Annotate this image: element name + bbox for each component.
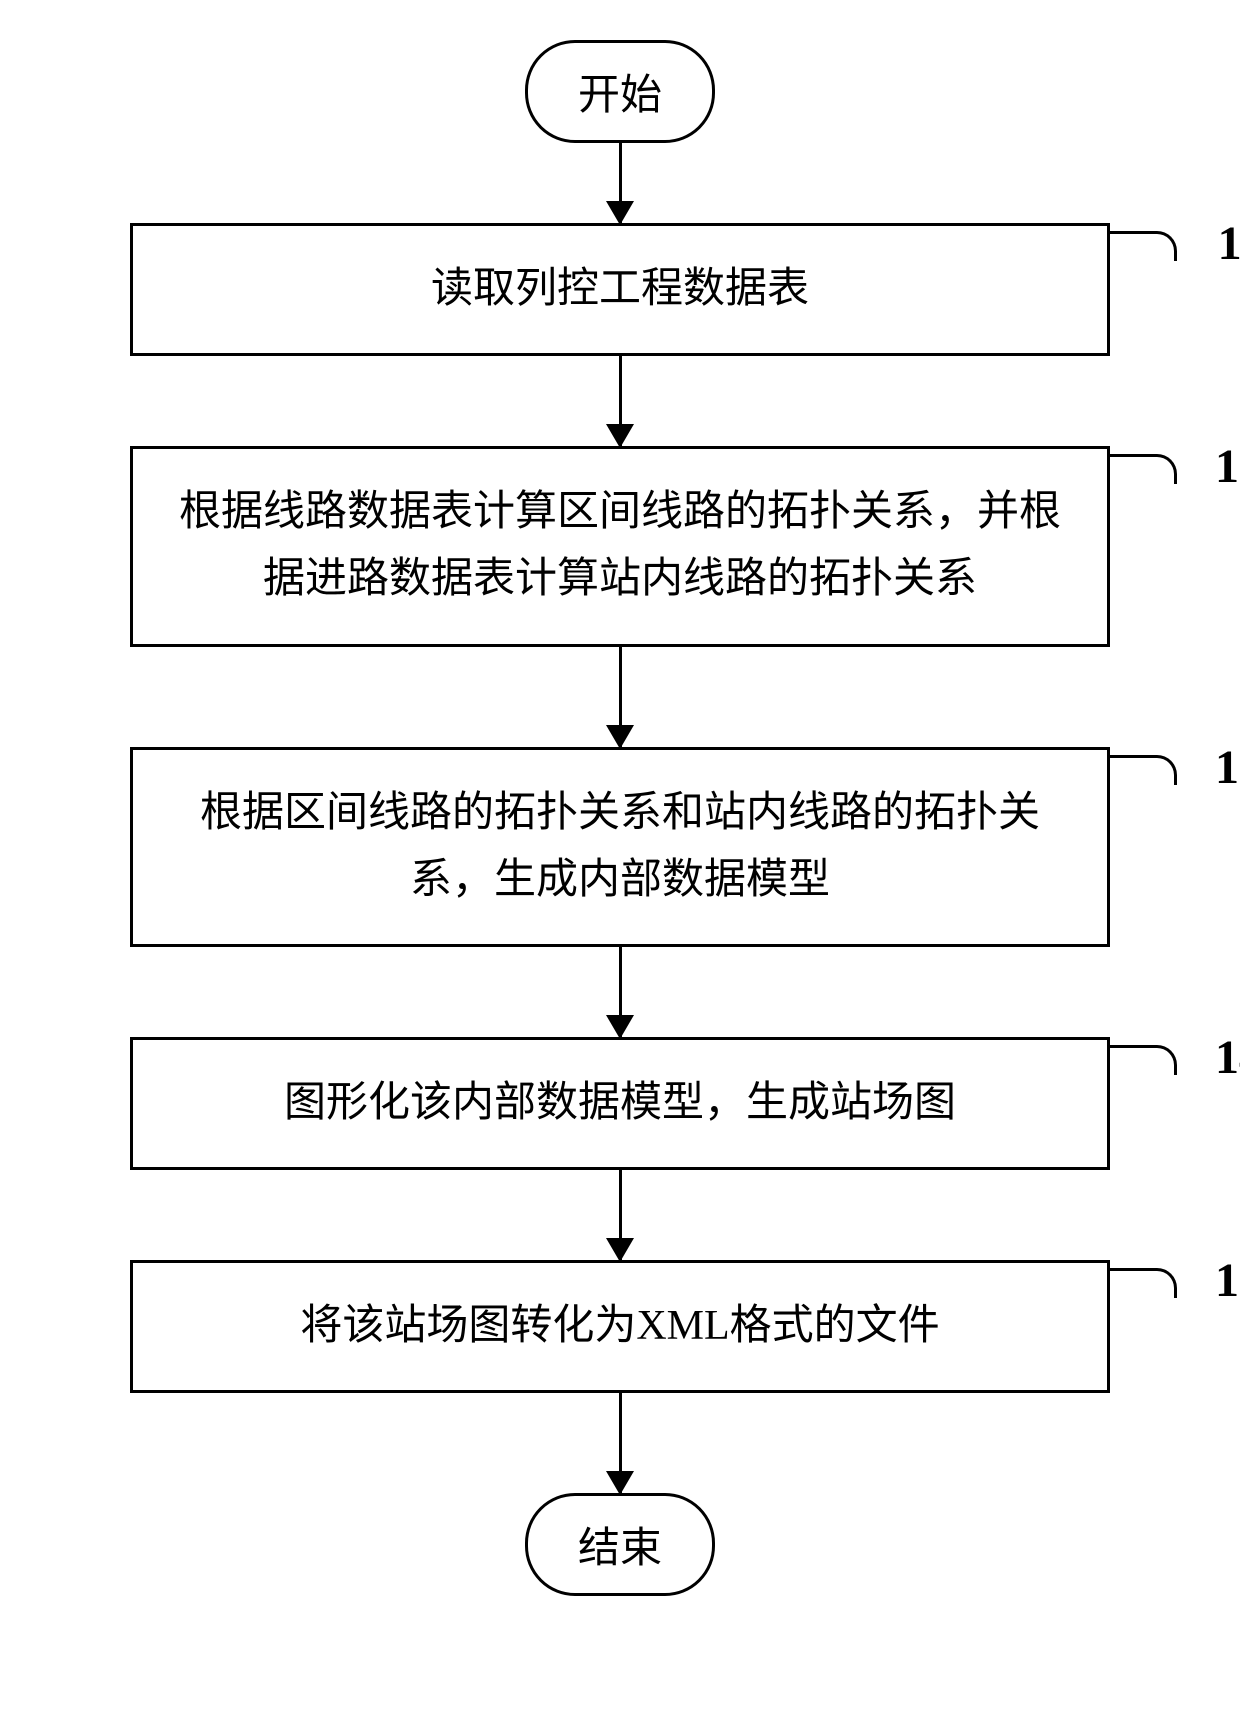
arrow bbox=[619, 947, 622, 1037]
step-label: 120 bbox=[1215, 429, 1240, 506]
process-text: 将该站场图转化为XML格式的文件 bbox=[300, 1303, 939, 1349]
process-text: 根据区间线路的拓扑关系和站内线路的拓扑关系，生成内部数据模型 bbox=[200, 790, 1040, 903]
arrow bbox=[619, 143, 622, 223]
label-connector bbox=[1107, 454, 1177, 484]
start-node: 开始 bbox=[525, 40, 715, 143]
process-140: 图形化该内部数据模型，生成站场图 140 bbox=[130, 1037, 1110, 1170]
arrow bbox=[619, 1393, 622, 1493]
label-connector bbox=[1107, 231, 1177, 261]
step-label: 130 bbox=[1215, 730, 1240, 807]
step-label: 110 bbox=[1218, 206, 1240, 283]
flowchart-container: 开始 读取列控工程数据表 110 根据线路数据表计算区间线路的拓扑关系，并根据进… bbox=[70, 40, 1170, 1596]
process-110: 读取列控工程数据表 110 bbox=[130, 223, 1110, 356]
step-label: 150 bbox=[1215, 1243, 1240, 1320]
process-text: 根据线路数据表计算区间线路的拓扑关系，并根据进路数据表计算站内线路的拓扑关系 bbox=[179, 489, 1061, 602]
end-label: 结束 bbox=[578, 1526, 662, 1572]
start-label: 开始 bbox=[578, 73, 662, 119]
step-label: 140 bbox=[1215, 1020, 1240, 1097]
arrow bbox=[619, 1170, 622, 1260]
process-text: 读取列控工程数据表 bbox=[431, 266, 809, 312]
label-connector bbox=[1107, 1268, 1177, 1298]
arrow bbox=[619, 356, 622, 446]
process-150: 将该站场图转化为XML格式的文件 150 bbox=[130, 1260, 1110, 1393]
end-node: 结束 bbox=[525, 1493, 715, 1596]
process-130: 根据区间线路的拓扑关系和站内线路的拓扑关系，生成内部数据模型 130 bbox=[130, 747, 1110, 947]
label-connector bbox=[1107, 755, 1177, 785]
arrow bbox=[619, 647, 622, 747]
process-120: 根据线路数据表计算区间线路的拓扑关系，并根据进路数据表计算站内线路的拓扑关系 1… bbox=[130, 446, 1110, 646]
label-connector bbox=[1107, 1045, 1177, 1075]
process-text: 图形化该内部数据模型，生成站场图 bbox=[284, 1080, 956, 1126]
